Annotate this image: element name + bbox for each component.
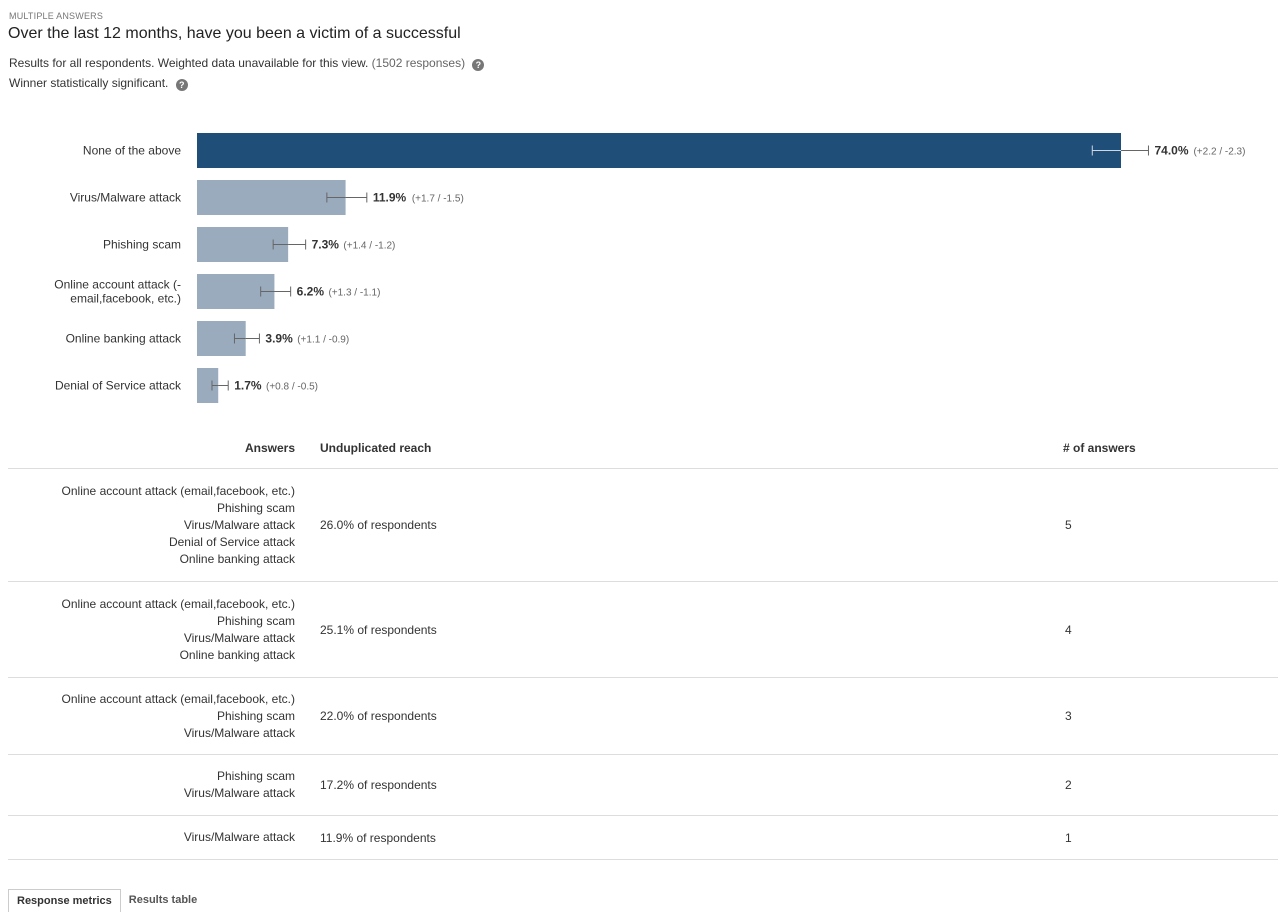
header-reach: Unduplicated reach [320, 441, 432, 455]
header-answers: Answers [244, 441, 295, 455]
answer-item: Virus/Malware attack [183, 830, 295, 844]
bar-error-label: (+1.1 / -0.9) [297, 335, 349, 346]
bar-value-label: 3.9% [265, 332, 293, 346]
answer-item: Phishing scam [216, 500, 295, 515]
bar-value-label: 1.7% [234, 379, 262, 393]
answer-list: Online account attack (email,facebook, e… [8, 483, 295, 568]
view-tabs: Response metrics Results table [8, 889, 205, 912]
answer-item: Virus/Malware attack [183, 630, 295, 645]
significance-note: Winner statistically significant. ? [9, 76, 188, 91]
tab-response-metrics[interactable]: Response metrics [8, 889, 121, 912]
answer-list: Phishing scam Virus/Malware attack [8, 768, 295, 802]
answer-list: Virus/Malware attack [8, 829, 295, 846]
answer-item: Online account attack (email,facebook, e… [61, 691, 295, 706]
reach-value: 26.0% of respondents [320, 518, 437, 532]
answer-item: Phishing scam [216, 708, 295, 723]
bar [197, 133, 1121, 168]
answer-count: 3 [1065, 709, 1072, 723]
table-row: Phishing scam Virus/Malware attack 17.2%… [8, 755, 1278, 816]
bar-error-label: (+1.7 / -1.5) [412, 194, 464, 205]
bar-category-label: Denial of Service attack [55, 379, 182, 393]
answer-item: Denial of Service attack [168, 534, 295, 549]
table-row: Online account attack (email,facebook, e… [8, 469, 1278, 582]
results-meta: Results for all respondents. Weighted da… [9, 56, 485, 71]
bar-value-label: 74.0% [1154, 144, 1188, 158]
table-row: Online account attack (email,facebook, e… [8, 582, 1278, 678]
reach-value: 25.1% of respondents [320, 622, 437, 637]
bar-value-label: 6.2% [297, 285, 325, 299]
bar [197, 180, 346, 215]
bar-category-label: Phishing scam [103, 238, 181, 252]
bar-error-label: (+1.4 / -1.2) [343, 241, 395, 252]
answer-count: 1 [1065, 830, 1072, 845]
answer-item: Online account attack (email,facebook, e… [61, 483, 295, 498]
reach-value: 17.2% of respondents [320, 778, 437, 792]
table-row: Online account attack (email,facebook, e… [8, 678, 1278, 755]
table-row: Virus/Malware attack 11.9% of respondent… [8, 816, 1278, 860]
question-title: Over the last 12 months, have you been a… [8, 25, 461, 42]
bar [197, 368, 219, 403]
tab-results-table[interactable]: Results table [128, 894, 198, 906]
header-count: # of answers [1063, 441, 1136, 455]
answer-item: Online banking attack [179, 647, 295, 662]
reach-table: Answers Unduplicated reach # of answers … [8, 428, 1278, 860]
answer-item: Virus/Malware attack [183, 725, 295, 740]
table-header: Answers Unduplicated reach # of answers [8, 428, 1278, 469]
answer-item: Online account attack (email,facebook, e… [61, 596, 295, 611]
answer-count: 4 [1065, 622, 1072, 637]
bar-error-label: (+2.2 / -2.3) [1193, 147, 1245, 158]
significance-text: Winner statistically significant. [9, 76, 169, 90]
answer-item: Online banking attack [179, 551, 295, 566]
bar-value-label: 7.3% [312, 238, 340, 252]
reach-value: 11.9% of respondents [320, 830, 436, 845]
response-count: (1502 responses) [371, 56, 466, 70]
answer-item: Phishing scam [216, 769, 295, 783]
answer-item: Phishing scam [216, 613, 295, 628]
bar-error-label: (+1.3 / -1.1) [328, 288, 380, 299]
answer-item: Virus/Malware attack [183, 517, 295, 532]
answer-list: Online account attack (email,facebook, e… [8, 596, 295, 664]
bar-category-label: Virus/Malware attack [70, 191, 182, 205]
answer-list: Online account attack (email,facebook, e… [8, 691, 295, 742]
bar-error-label: (+0.8 / -0.5) [266, 382, 318, 393]
bar-value-label: 11.9% [373, 191, 407, 205]
answer-count: 5 [1065, 518, 1072, 532]
results-meta-text: Results for all respondents. Weighted da… [9, 56, 369, 70]
bar-category-label: Online banking attack [66, 332, 182, 346]
question-circle-icon[interactable]: ? [175, 79, 188, 91]
bar-category-label: Online account attack (-email,facebook, … [54, 278, 181, 306]
question-circle-icon[interactable]: ? [472, 59, 485, 71]
bar-category-label: None of the above [83, 144, 181, 158]
reach-value: 22.0% of respondents [320, 709, 437, 723]
results-bar-chart: None of the above 74.0% (+2.2 / -2.3) Virus… [54, 133, 1245, 403]
answer-count: 2 [1065, 778, 1072, 792]
answer-item: Virus/Malware attack [183, 786, 295, 800]
eyebrow-label: MULTIPLE ANSWERS [9, 11, 104, 21]
